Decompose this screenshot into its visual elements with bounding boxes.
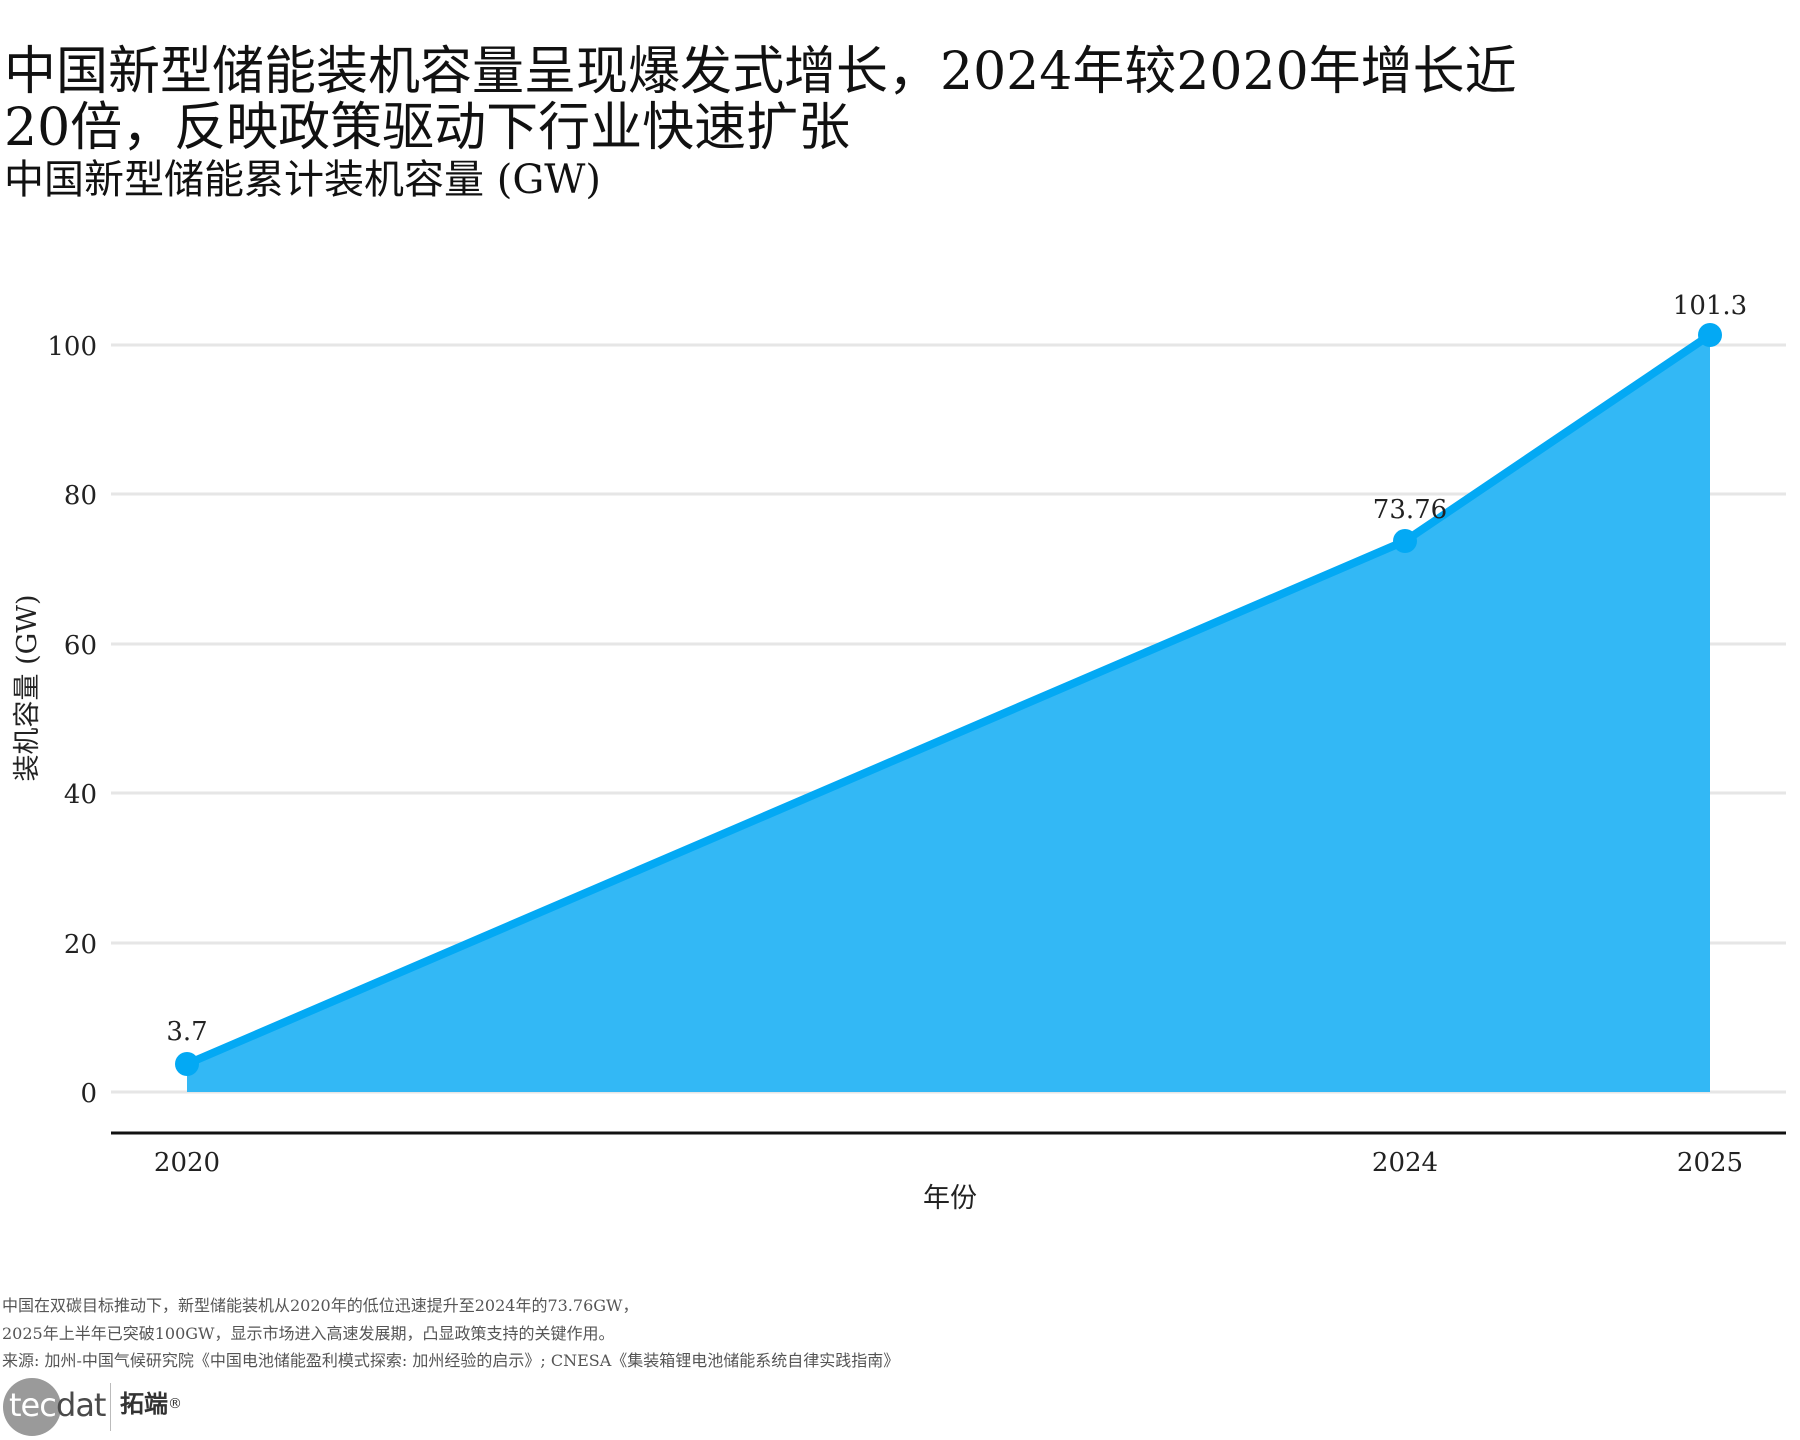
- y-tick: 40: [64, 780, 97, 810]
- x-tick-2024: 2024: [1372, 1148, 1438, 1178]
- x-tick-2025: 2025: [1677, 1148, 1743, 1178]
- logo-text-cn: 拓端®: [120, 1389, 182, 1419]
- data-label-2025: 101.3: [1673, 291, 1747, 321]
- data-point-2025[interactable]: [1698, 323, 1722, 347]
- logo-separator: [110, 1383, 111, 1431]
- logo-text-dat: dat: [56, 1386, 106, 1424]
- data-label-2024: 73.76: [1373, 495, 1447, 525]
- footer-notes: 中国在双碳目标推动下，新型储能装机从2020年的低位迅速提升至2024年的73.…: [2, 1292, 899, 1375]
- y-tick: 20: [64, 930, 97, 960]
- area-fill: [187, 335, 1710, 1092]
- y-tick: 60: [64, 631, 97, 661]
- x-axis-title: 年份: [923, 1183, 977, 1214]
- registered-icon: ®: [168, 1396, 182, 1412]
- data-label-2020: 3.7: [166, 1017, 207, 1047]
- area-chart: 100 80 60 40 20 0 装机容量 (GW) 3.7 73.76 10…: [12, 291, 1786, 1214]
- y-axis-title: 装机容量 (GW): [12, 595, 43, 782]
- chart-title: 中国新型储能装机容量呈现爆发式增长，2024年较2020年增长近20倍，反映政策…: [4, 42, 1517, 158]
- footer-source: 来源: 加州-中国气候研究院《中国电池储能盈利模式探索: 加州经验的启示》; C…: [2, 1351, 900, 1370]
- y-tick: 0: [80, 1079, 97, 1109]
- y-tick: 100: [47, 332, 97, 362]
- logo-cn-name: 拓端: [120, 1390, 168, 1418]
- chart-subtitle: 中国新型储能累计装机容量 (GW): [4, 157, 601, 203]
- x-tick-2020: 2020: [154, 1148, 220, 1178]
- y-axis-ticks: 100 80 60 40 20 0: [47, 332, 97, 1109]
- data-point-2024[interactable]: [1393, 529, 1417, 553]
- logo-circle-icon: [3, 1378, 61, 1436]
- footer-note-line1: 中国在双碳目标推动下，新型储能装机从2020年的低位迅速提升至2024年的73.…: [2, 1296, 639, 1315]
- data-point-2020[interactable]: [175, 1052, 199, 1076]
- footer-note-line2: 2025年上半年已突破100GW，显示市场进入高速发展期，凸显政策支持的关键作用…: [2, 1323, 615, 1343]
- x-axis-ticks: 2020 2024 2025: [154, 1148, 1743, 1178]
- y-tick: 80: [64, 481, 97, 511]
- logo-text-tec: tec: [9, 1386, 57, 1424]
- tecdat-logo: tec dat 拓端®: [3, 1377, 223, 1437]
